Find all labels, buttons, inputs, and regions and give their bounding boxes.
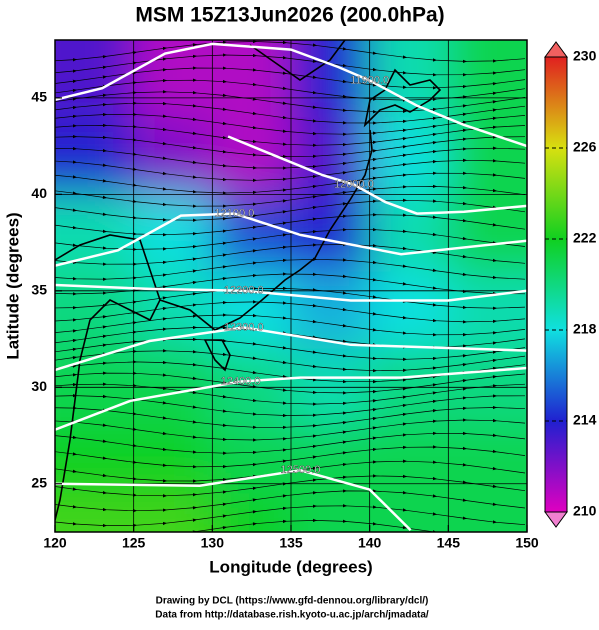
x-tick-label: 150 [515, 535, 539, 551]
field-cell [369, 194, 450, 273]
contour-label: 11900.0 [350, 74, 389, 86]
contour-label: 12300.0 [224, 321, 264, 333]
contour-line [55, 469, 412, 531]
y-tick-label: 30 [31, 378, 47, 394]
contour-line [55, 326, 527, 372]
colorbar-tick-label: 226 [573, 139, 597, 155]
field-cell [55, 348, 135, 427]
streamline [72, 518, 498, 532]
contour-label: 12400.0 [221, 375, 261, 387]
colorbar: 210 214 218 222 226 230 [544, 41, 597, 528]
contour-label: 12100.0 [214, 208, 254, 220]
field-cell [55, 40, 135, 119]
contour-label: 12000.0 [334, 179, 374, 191]
height-contours: 11900.0 12000.0 12100.0 12200.0 12300.0 12400… [55, 42, 527, 531]
contour-label: 12200.0 [224, 285, 264, 297]
contour-line [227, 135, 527, 215]
field-cell [369, 271, 450, 350]
honshu-coast [159, 129, 373, 331]
axes: 120 125 130 135 140 145 150 25 30 35 40 45 [31, 89, 538, 551]
field-cell [133, 117, 214, 196]
field-cell [291, 194, 371, 273]
y-tick-label: 40 [31, 185, 47, 201]
y-tick-label: 35 [31, 282, 47, 298]
field-cell [55, 493, 135, 532]
chart-title: MSM 15Z13Jun2026 (200.0hPa) [135, 4, 444, 27]
colorbar-tick-label: 222 [573, 230, 597, 246]
footer-line: Data from http://database.rish.kyoto-u.a… [155, 610, 429, 621]
x-tick-label: 125 [122, 535, 146, 551]
sakhalin-coast [249, 40, 346, 81]
x-tick-label: 135 [279, 535, 303, 551]
contour-line [55, 283, 527, 302]
field-cell [55, 117, 135, 196]
footer-line: Drawing by DCL (https://www.gfd-dennou.o… [156, 596, 429, 607]
continent-coast [55, 234, 161, 521]
graticule [55, 40, 527, 532]
x-tick-label: 130 [201, 535, 225, 551]
x-tick-label: 120 [43, 535, 67, 551]
x-axis-label: Longitude (degrees) [209, 557, 372, 576]
contour-line [55, 366, 527, 431]
field-cell [369, 117, 450, 196]
colorbar-scale [544, 56, 568, 513]
field-cell [55, 271, 135, 350]
kyushu-coast [203, 339, 231, 372]
colorbar-arrow-top [544, 41, 568, 58]
y-tick-label: 45 [31, 89, 47, 105]
x-tick-label: 140 [358, 535, 382, 551]
contour-line [55, 212, 527, 267]
contour-label: 12500.0 [281, 464, 321, 476]
colorbar-tick-label: 218 [573, 321, 597, 337]
hokkaido-coast [363, 68, 442, 128]
contour-line [55, 42, 527, 148]
colorbar-tick-label: 230 [573, 48, 597, 64]
x-tick-label: 145 [437, 535, 461, 551]
y-tick-label: 25 [31, 474, 47, 490]
y-axis-label: Latitude (degrees) [3, 212, 22, 359]
colorbar-tick-label: 214 [573, 412, 597, 428]
coastline [55, 40, 442, 521]
colorbar-arrow-bottom [544, 511, 568, 528]
colorbar-tick-label: 210 [573, 503, 597, 519]
